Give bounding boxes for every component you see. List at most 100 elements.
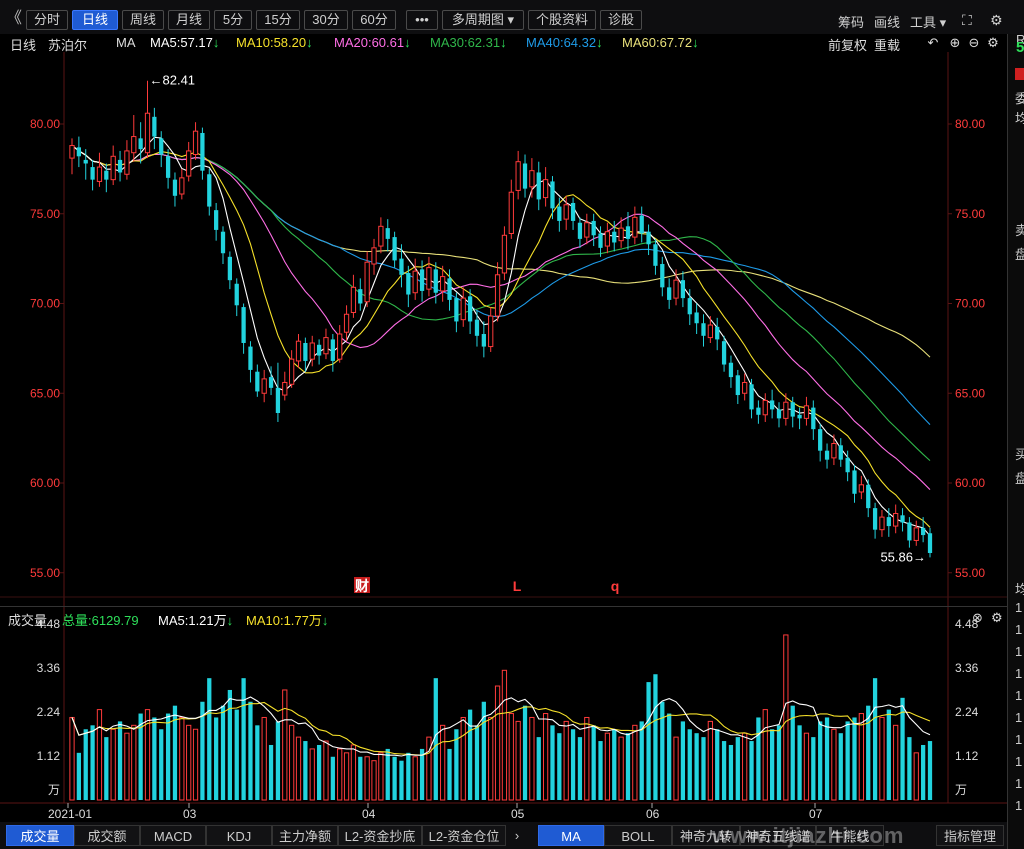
volume-bar — [557, 733, 562, 800]
event-marker: q — [611, 578, 620, 594]
candle-body — [138, 138, 143, 150]
volume-bar — [406, 752, 411, 800]
candle-body — [762, 399, 768, 416]
settings-small-icon[interactable]: ⚙ — [987, 35, 999, 50]
more-tabs-icon[interactable]: › — [514, 828, 520, 843]
tab-l2-bottom[interactable]: L2-资金抄底 — [338, 825, 422, 846]
ma40-value: MA40:64.32↓ — [526, 35, 603, 50]
back-arrow-icon[interactable]: 《 — [6, 10, 23, 27]
indicator-name[interactable]: MA — [116, 35, 136, 50]
volume-bar — [660, 701, 665, 800]
candle-body — [309, 342, 315, 360]
volume-bar — [165, 713, 171, 800]
price-tick-label-left: 80.00 — [30, 117, 60, 131]
candle-body — [426, 267, 432, 290]
candle-body — [858, 484, 864, 493]
volume-bar — [838, 733, 843, 800]
tab-60min[interactable]: 60分 — [352, 10, 396, 30]
volume-bar — [598, 741, 603, 800]
chip-button[interactable]: 筹码 — [838, 15, 865, 30]
candle-body — [117, 159, 123, 173]
tab-weekly[interactable]: 周线 — [122, 10, 164, 30]
tab-bull-bear[interactable]: 牛熊线 — [816, 825, 884, 846]
tab-intraday[interactable]: 分时 — [26, 10, 68, 30]
undo-icon[interactable]: ↶ — [927, 35, 939, 50]
zoom-out-icon[interactable]: ⊖ — [968, 35, 980, 50]
volume-bar — [330, 756, 335, 800]
tab-ma[interactable]: MA — [538, 825, 604, 846]
tab-30min[interactable]: 30分 — [304, 10, 348, 30]
tab-15min[interactable]: 15分 — [256, 10, 300, 30]
volume-bar — [144, 709, 151, 801]
draw-line-button[interactable]: 画线 — [874, 15, 901, 30]
volume-title: 成交量 — [8, 613, 48, 628]
zoom-in-icon[interactable]: ⊕ — [949, 35, 961, 50]
stock-chart[interactable]: 80.00 80.00 75.00 75.00 70.00 70.00 65.00 65.00… — [0, 0, 1007, 822]
tab-macd[interactable]: MACD — [140, 825, 206, 846]
volume-bar — [447, 748, 452, 800]
diagnose-button[interactable]: 诊股 — [600, 10, 642, 30]
volume-bar — [852, 717, 857, 800]
tab-turnover[interactable]: 成交额 — [74, 825, 140, 846]
adjust-mode[interactable]: 前复权 — [828, 38, 868, 53]
volume-tick-label-left: 1.12 — [37, 749, 61, 763]
tab-monthly[interactable]: 月线 — [168, 10, 210, 30]
overlay-button[interactable]: 重载 — [874, 38, 901, 53]
tab-volume[interactable]: 成交量 — [6, 825, 74, 846]
tab-magic-nine[interactable]: 神奇九转 — [672, 825, 740, 846]
volume-bar — [907, 737, 912, 800]
candle-body — [742, 381, 748, 394]
candle-body — [248, 346, 253, 370]
candle-body — [927, 533, 933, 554]
ma10-line — [71, 145, 931, 528]
volume-bar — [563, 720, 569, 801]
candle-body — [255, 371, 260, 392]
candle-body — [165, 156, 171, 178]
candle-body — [838, 445, 843, 460]
volume-bar — [515, 720, 521, 801]
volume-bar — [454, 729, 459, 800]
volume-bar — [783, 634, 789, 801]
tab-kdj[interactable]: KDJ — [206, 825, 272, 846]
tools-dropdown[interactable]: 工具 ▾ — [910, 15, 947, 30]
tab-indicator-manage[interactable]: 指标管理 — [936, 825, 1004, 846]
more-periods-button[interactable]: ••• — [406, 10, 438, 30]
tab-main-net[interactable]: 主力净额 — [272, 825, 338, 846]
candle-body — [501, 234, 508, 274]
price-tick-label-right: 70.00 — [955, 297, 985, 311]
candle-body — [186, 150, 192, 177]
settings-icon[interactable]: ⚙ — [990, 12, 1003, 28]
candle-body — [811, 407, 816, 430]
volume-bar — [433, 678, 438, 800]
volume-bar — [591, 725, 596, 800]
x-axis-label: 04 — [362, 807, 376, 821]
tab-boll[interactable]: BOLL — [604, 825, 672, 846]
ma-header: 日线 苏泊尔 MA MA5:57.17↓ MA10:58.20↓ MA20:60… — [0, 34, 1007, 53]
candle-body — [632, 216, 638, 238]
candle-body — [866, 484, 871, 509]
volume-bar — [392, 756, 397, 800]
volume-bar — [550, 725, 555, 800]
tab-daily[interactable]: 日线 — [72, 10, 118, 30]
volume-unit-left: 万 — [48, 783, 60, 797]
stock-info-button[interactable]: 个股资料 — [528, 10, 596, 30]
close-volume-icon[interactable]: ⊗ — [972, 610, 983, 625]
volume-bar — [104, 737, 109, 800]
indicator-tabs: 成交量 成交额 MACD KDJ 主力净额 L2-资金抄底 L2-资金仓位 › … — [0, 822, 1007, 849]
side-num: 1 — [1015, 600, 1023, 615]
tab-magic-five[interactable]: 神奇五线谱 — [740, 825, 816, 846]
candle-body — [76, 147, 81, 157]
price-tick-label-right: 60.00 — [955, 476, 985, 490]
multi-period-dropdown[interactable]: 多周期图 ▾ — [442, 10, 524, 30]
volume-bar — [207, 678, 212, 800]
fullscreen-icon[interactable]: ⛶ — [962, 12, 972, 28]
tab-5min[interactable]: 5分 — [214, 10, 252, 30]
candle-body — [907, 522, 912, 541]
candle-body — [289, 358, 295, 385]
tab-l2-position[interactable]: L2-资金仓位 — [422, 825, 506, 846]
volume-settings-icon[interactable]: ⚙ — [991, 610, 1003, 625]
candle-body — [790, 402, 795, 417]
side-num: 1 — [1015, 622, 1023, 637]
volume-bar — [824, 717, 830, 800]
candle-body — [783, 401, 789, 419]
